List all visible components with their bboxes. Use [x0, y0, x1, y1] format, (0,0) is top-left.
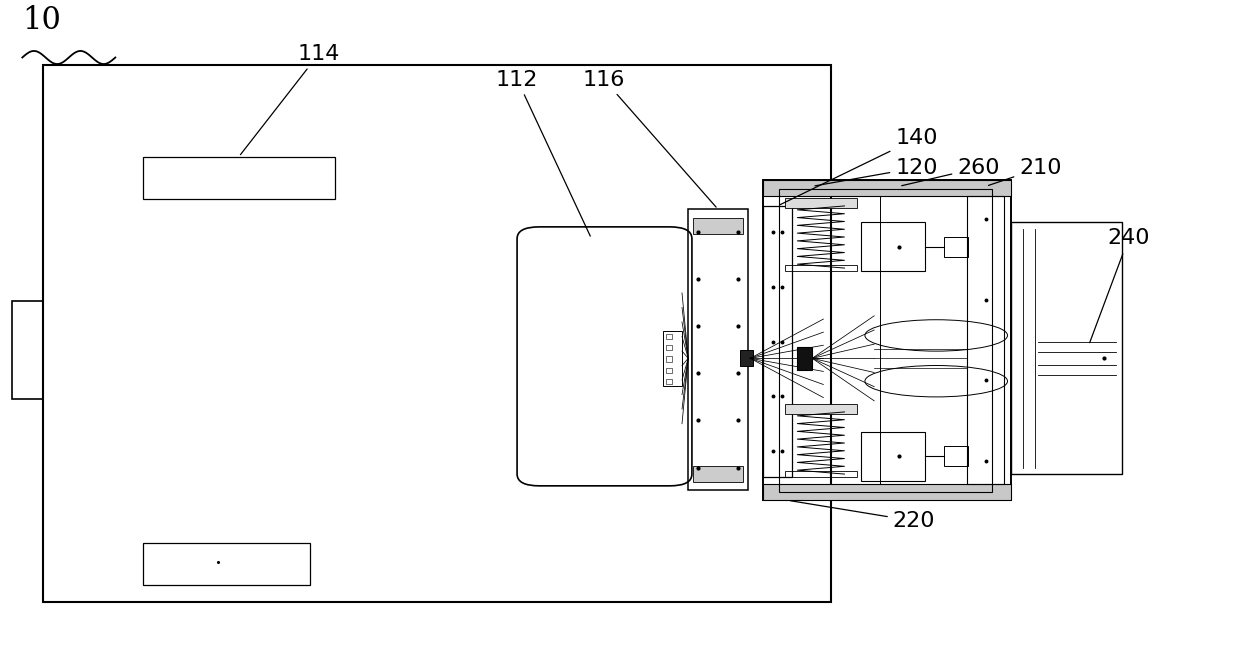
Bar — [143, 157, 335, 199]
Bar — [785, 471, 857, 478]
Text: 116: 116 — [583, 69, 717, 207]
Bar — [785, 198, 857, 208]
Bar — [663, 331, 682, 386]
Bar — [666, 379, 672, 384]
Bar — [12, 301, 43, 399]
Text: 220: 220 — [790, 501, 935, 531]
Bar — [666, 356, 672, 362]
Bar — [785, 404, 857, 414]
Bar — [688, 209, 748, 490]
Bar — [763, 206, 792, 478]
Bar — [1011, 222, 1122, 474]
Bar — [967, 196, 1004, 484]
Bar — [944, 446, 968, 466]
Bar — [779, 189, 992, 492]
Text: 120: 120 — [815, 158, 937, 186]
Bar — [43, 65, 831, 602]
Bar — [763, 180, 1011, 500]
Bar — [797, 347, 812, 370]
Text: 260: 260 — [901, 158, 999, 185]
Bar — [143, 543, 310, 585]
Bar — [666, 334, 672, 339]
Bar — [861, 432, 925, 481]
Bar — [666, 345, 672, 350]
Bar — [785, 265, 857, 271]
Bar — [693, 466, 743, 482]
Bar — [693, 217, 743, 234]
Bar — [740, 350, 753, 366]
Bar — [763, 180, 1011, 196]
Text: 140: 140 — [780, 128, 937, 205]
Bar — [763, 484, 1011, 500]
Bar — [666, 368, 672, 373]
Bar — [861, 222, 925, 271]
Text: 210: 210 — [988, 158, 1061, 185]
Bar — [944, 237, 968, 257]
Text: 240: 240 — [1090, 229, 1149, 343]
Text: 10: 10 — [22, 5, 61, 36]
Text: 112: 112 — [496, 69, 590, 236]
Text: 114: 114 — [241, 44, 340, 155]
